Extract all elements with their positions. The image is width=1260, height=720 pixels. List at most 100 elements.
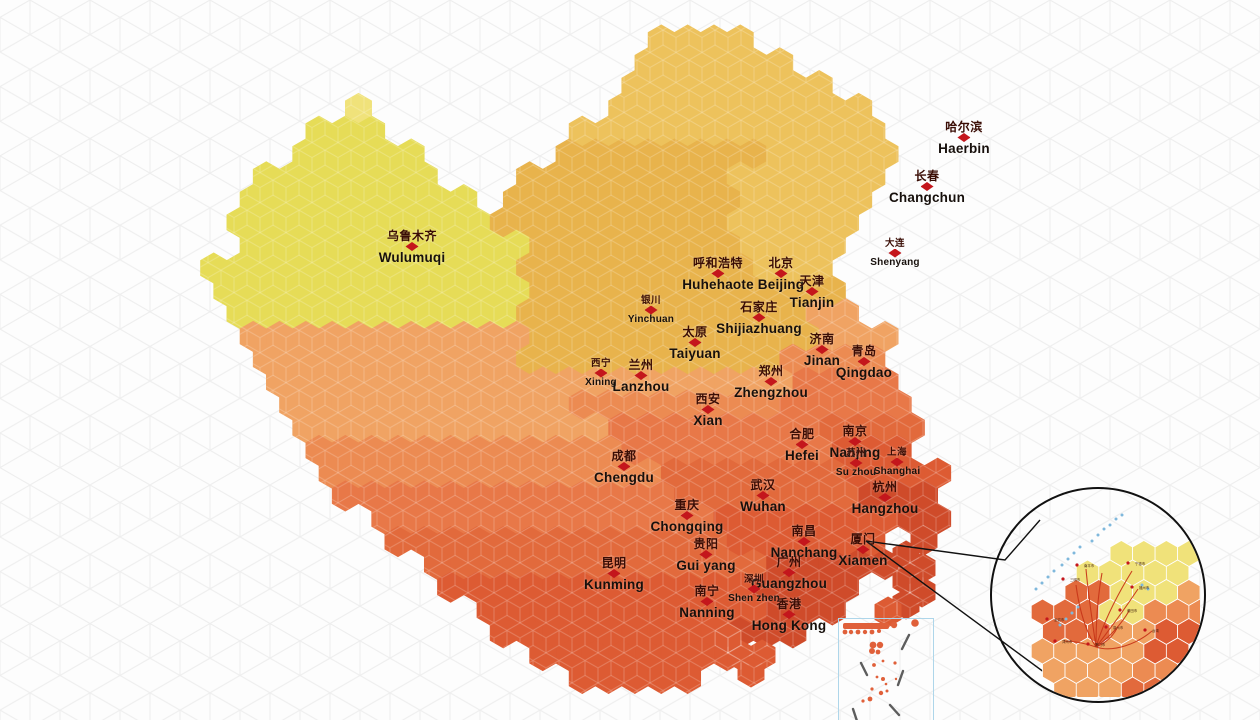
- city-label-taiyuan[interactable]: 太原 Taiyuan: [669, 326, 720, 361]
- tile-etching: [384, 161, 412, 192]
- tile-etching: [490, 572, 517, 603]
- city-label-tianjin[interactable]: 天津 Tianjin: [790, 275, 835, 310]
- tile-etching: [555, 458, 583, 489]
- tile-etching: [595, 572, 622, 603]
- city-label-nanchang[interactable]: 南昌 Nanchang: [771, 525, 838, 560]
- tile-etching: [424, 230, 451, 261]
- inset-hex-tile[interactable]: [1088, 696, 1111, 698]
- tile-etching: [713, 594, 741, 626]
- city-label-xining[interactable]: 西宁 Xining: [585, 359, 617, 388]
- city-label-hefei[interactable]: 合肥 Hefei: [785, 428, 819, 463]
- tile-etching: [621, 298, 649, 329]
- tile-etching: [595, 617, 622, 648]
- city-label-shanghai[interactable]: 上海 Shanghai: [874, 448, 921, 477]
- city-label-shijiazhuang[interactable]: 石家庄 Shijiazhuang: [716, 301, 802, 336]
- city-label-huhehaote[interactable]: 呼和浩特 Huhehaote: [682, 257, 754, 292]
- tile-etching: [700, 298, 728, 329]
- tile-etching: [463, 389, 491, 420]
- tile-etching: [476, 549, 504, 580]
- fujian-magnifier-inset[interactable]: 南平市 宁德市三明市福州市莆田市龙岩市泉州市漳州市厦门市 台湾: [990, 487, 1206, 703]
- tile-etching: [503, 366, 530, 398]
- inset-city-9[interactable]: 台湾: [1143, 628, 1159, 633]
- city-label-shen-zhen[interactable]: 深圳 Shen zhen: [728, 575, 780, 604]
- tile-etching: [305, 344, 333, 375]
- city-label-hong-kong[interactable]: 香港 Hong Kong: [752, 598, 827, 633]
- tile-etching: [661, 184, 688, 215]
- tile-etching: [595, 663, 622, 694]
- inset-city-5[interactable]: 龙岩市: [1045, 617, 1065, 622]
- inset-city-label: 漳州市: [1062, 639, 1073, 644]
- inset-city-marker-icon: [1118, 608, 1122, 612]
- tile-etching: [555, 275, 583, 306]
- tile-etching: [832, 480, 859, 512]
- tile-etching: [371, 412, 398, 443]
- city-label-wulumuqi[interactable]: 乌鲁木齐 Wulumuqi: [379, 230, 446, 265]
- city-marker-diamond-icon: [617, 462, 631, 471]
- inset-river-dot: [1072, 551, 1076, 555]
- tile-etching: [450, 184, 477, 215]
- inset-hex-tile[interactable]: [1065, 696, 1088, 698]
- city-label-hangzhou[interactable]: 杭州 Hangzhou: [852, 481, 919, 516]
- inset-city-0[interactable]: 南平市: [1075, 563, 1095, 568]
- inset-city-6[interactable]: 泉州市: [1104, 625, 1124, 630]
- tile-etching: [714, 622, 742, 654]
- inset-city-4[interactable]: 莆田市: [1118, 608, 1138, 613]
- tile-etching: [450, 366, 477, 398]
- inset-hex-tile[interactable]: [1188, 598, 1200, 626]
- tile-etching: [661, 503, 688, 534]
- city-name-cn: 石家庄: [740, 300, 778, 314]
- tile-etching: [700, 207, 728, 238]
- city-name-en: Huhehaote: [682, 277, 754, 292]
- tile-etching: [621, 435, 649, 466]
- city-label-kunming[interactable]: 昆明 Kunming: [584, 557, 644, 592]
- city-label-xiamen[interactable]: 厦门 Xiamen: [838, 533, 887, 568]
- city-label-chengdu[interactable]: 成都 Chengdu: [594, 450, 654, 485]
- city-label-beijing[interactable]: 北京 Beijing: [758, 257, 804, 292]
- tile-etching: [687, 184, 714, 215]
- city-label-guangzhou[interactable]: 广州 Guangzhou: [751, 556, 827, 591]
- tile-etching: [555, 503, 583, 534]
- tile-etching: [634, 230, 662, 261]
- tile-etching: [476, 412, 504, 443]
- inset-river-dot: [1114, 517, 1118, 521]
- city-label-jinan[interactable]: 济南 Jinan: [804, 333, 840, 368]
- tile-etching: [621, 617, 649, 648]
- inset-city-2[interactable]: 三明市: [1061, 577, 1081, 582]
- city-label-lanzhou[interactable]: 兰州 Lanzhou: [613, 359, 670, 394]
- tile-etching: [240, 230, 267, 261]
- city-label-gui-yang[interactable]: 贵阳 Gui yang: [676, 538, 735, 573]
- city-marker-diamond-icon: [752, 313, 766, 322]
- city-label-yinchuan[interactable]: 银川 Yinchuan: [628, 296, 674, 325]
- city-label-su-zhou[interactable]: 苏州 Su zhou: [836, 449, 876, 478]
- tile-etching: [529, 640, 556, 671]
- city-label-nanjing[interactable]: 南京 Nanjing: [830, 425, 881, 460]
- tile-etching: [779, 480, 807, 512]
- city-label-nanning[interactable]: 南宁 Nanning: [679, 585, 734, 620]
- inset-city-3[interactable]: 福州市: [1130, 585, 1150, 590]
- tile-etching: [832, 389, 859, 420]
- tile-etching: [555, 184, 583, 215]
- tile-etching: [766, 230, 793, 261]
- tile-etching: [332, 252, 359, 284]
- city-marker-diamond-icon: [805, 287, 819, 296]
- city-label-haerbin[interactable]: 哈尔滨 Haerbin: [938, 121, 990, 156]
- tile-etching: [332, 298, 359, 329]
- inset-hex-tile[interactable]: [1110, 696, 1133, 698]
- tile-etching: [332, 161, 359, 192]
- city-label-zhengzhou[interactable]: 郑州 Zhengzhou: [734, 365, 808, 400]
- inset-river-dot: [1066, 557, 1070, 561]
- inset-river-dot: [1040, 581, 1044, 585]
- inset-city-7[interactable]: 漳州市: [1053, 639, 1073, 644]
- city-label-changchun[interactable]: 长春 Changchun: [889, 170, 965, 205]
- city-label-shenyang[interactable]: 大连 Shenyang: [870, 239, 919, 268]
- city-label-chongqing[interactable]: 重庆 Chongqing: [650, 499, 723, 534]
- city-label-qingdao[interactable]: 青岛 Qingdao: [836, 345, 892, 380]
- inset-city-1[interactable]: 宁德市: [1126, 561, 1146, 566]
- city-marker-diamond-icon: [797, 537, 811, 546]
- tile-etching: [727, 344, 754, 375]
- city-name-en: Nanning: [679, 605, 735, 620]
- city-label-wuhan[interactable]: 武汉 Wuhan: [740, 479, 786, 514]
- city-label-xian[interactable]: 西安 Xian: [693, 393, 722, 428]
- tile-etching: [898, 412, 925, 443]
- inset-city-8[interactable]: 厦门市: [1086, 642, 1106, 647]
